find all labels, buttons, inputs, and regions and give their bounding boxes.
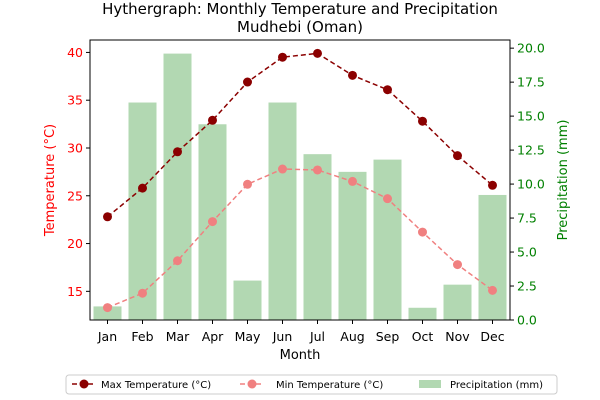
min-temp-point-oct [418,227,427,237]
legend-max-temp-marker [79,379,89,389]
left-tick-label: 30 [67,140,83,155]
x-tick-label-jul: Jul [309,329,325,344]
precipitation-bars [93,53,507,321]
right-axis-label: Precipitation (mm) [556,120,571,241]
max-temp-point-jul [313,48,322,58]
max-temp-point-jan [103,212,112,222]
legend-item-min-temp: Min Temperature (°C) [240,379,383,391]
right-tick-label: 20.0 [517,41,545,56]
precip-bar-may [233,280,262,320]
x-tick-label-apr: Apr [202,329,224,344]
right-tick-label: 7.5 [517,211,537,226]
legend-min-temp-label: Min Temperature (°C) [276,380,383,391]
right-tick-label: 15.0 [517,109,545,124]
temperature-lines [103,48,497,313]
max-temp-point-jun [278,52,287,62]
min-temp-point-nov [453,260,462,270]
legend-box [65,374,558,395]
min-temp-point-feb [138,288,147,298]
left-tick-label: 35 [67,93,83,108]
max-temp-point-nov [453,151,462,161]
max-temp-point-feb [138,183,147,193]
chart-title-line-1: Hythergraph: Monthly Temperature and Pre… [102,0,498,18]
x-tick-label-oct: Oct [412,329,434,344]
min-temp-point-aug [348,176,357,186]
legend-precip-swatch [419,380,441,388]
min-temp-line [107,168,493,309]
left-tick-label: 40 [67,45,83,60]
x-tick-label-may: May [235,329,261,344]
precip-bar-jul [303,154,332,320]
precip-bar-sep [373,159,402,320]
x-tick-label-dec: Dec [480,329,504,344]
precip-bar-mar [163,53,192,321]
legend-item-precipitation: Precipitation (mm) [419,380,543,391]
left-axis-label: Temperature (°C) [43,124,58,237]
x-tick-label-nov: Nov [445,329,470,344]
x-tick-label-mar: Mar [166,329,190,344]
precip-bar-dec [478,194,507,320]
legend: Max Temperature (°C) Min Temperature (°C… [65,374,558,395]
max-temp-point-apr [208,115,217,125]
min-temp-point-sep [383,194,392,204]
x-tick-label-feb: Feb [131,329,153,344]
max-temp-point-sep [383,85,392,95]
x-tick-label-sep: Sep [376,329,400,344]
right-tick-label: 0.0 [517,313,537,328]
left-tick-label: 25 [67,188,83,203]
left-tick-label: 15 [67,284,83,299]
min-temp-point-apr [208,217,217,227]
max-temp-point-oct [418,116,427,126]
x-tick-label-jan: Jan [97,329,117,344]
min-temp-point-mar [173,256,182,266]
max-temp-point-aug [348,70,357,80]
right-tick-label: 17.5 [517,75,545,90]
right-tick-label: 12.5 [517,143,545,158]
right-tick-label: 2.5 [517,279,537,294]
plot-frame [89,39,511,321]
legend-min-temp-marker [247,379,257,389]
left-axis-ticks: 15 20 25 30 35 40 [67,45,90,299]
legend-max-temp-label: Max Temperature (°C) [101,380,211,391]
min-temp-point-jun [278,164,287,174]
min-temp-point-jul [313,165,322,175]
max-temp-point-mar [173,147,182,157]
precip-bar-oct [408,307,437,320]
x-tick-label-jun: Jun [272,329,293,344]
max-temp-point-may [243,77,252,87]
legend-precip-label: Precipitation (mm) [450,380,543,391]
min-temp-point-may [243,179,252,189]
precip-bar-nov [443,284,472,320]
max-temp-point-dec [488,180,497,190]
x-axis-label: Month [280,348,321,363]
chart-title-line-2: Mudhebi (Oman) [237,18,363,36]
right-tick-label: 5.0 [517,245,537,260]
min-temp-point-dec [488,285,497,295]
x-axis-ticks: Jan Feb Mar Apr May Jun Jul Aug Sep Oct Nov Dec [97,320,505,344]
precip-bar-jan [93,306,122,320]
legend-item-max-temp: Max Temperature (°C) [72,379,211,391]
right-axis-ticks: 0.0 2.5 5.0 7.5 10.0 12.5 15.0 17.5 20.0 [510,41,545,328]
x-tick-label-aug: Aug [340,329,364,344]
precip-bar-aug [338,171,367,320]
right-tick-label: 10.0 [517,177,545,192]
left-tick-label: 20 [67,236,83,251]
precip-bar-feb [128,102,157,321]
precip-bar-jun [268,102,297,321]
min-temp-point-jan [103,303,112,313]
